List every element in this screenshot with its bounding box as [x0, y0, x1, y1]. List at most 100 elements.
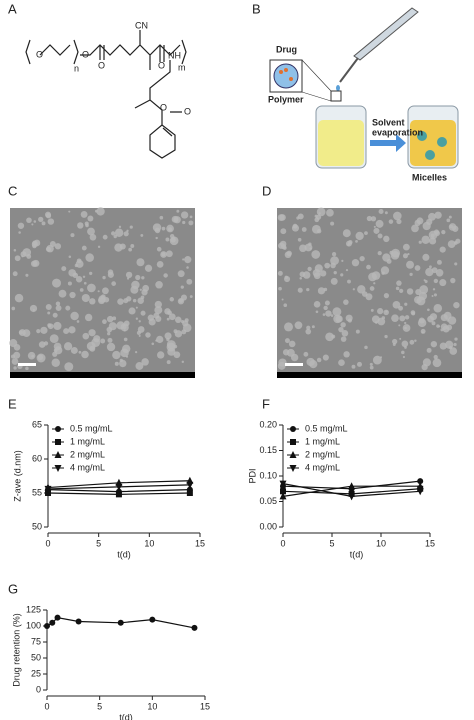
- particle: [407, 253, 410, 256]
- particle: [306, 325, 311, 330]
- particle: [355, 329, 360, 334]
- particle: [31, 223, 34, 226]
- particle: [117, 298, 124, 305]
- particle: [166, 337, 170, 342]
- particle: [129, 225, 133, 229]
- particle: [32, 243, 37, 249]
- atom: CN: [135, 20, 148, 30]
- particle: [372, 355, 382, 365]
- particle: [410, 310, 416, 315]
- particle: [352, 288, 355, 291]
- x-tick-label: 15: [425, 538, 435, 548]
- particle: [126, 229, 129, 233]
- particle: [45, 303, 52, 311]
- particle: [359, 255, 365, 262]
- particle: [173, 216, 181, 224]
- particle: [282, 246, 287, 250]
- particle: [338, 326, 344, 333]
- scale-bar: [285, 363, 303, 366]
- particle: [43, 341, 49, 346]
- y-tick-label: 0.10: [259, 470, 277, 480]
- particle: [351, 364, 356, 369]
- particle: [89, 233, 97, 241]
- particle: [101, 287, 109, 295]
- marker: [45, 490, 51, 496]
- particle: [156, 246, 162, 252]
- x-tick-label: 10: [376, 538, 386, 548]
- x-tick-label: 15: [195, 538, 205, 548]
- particle: [89, 298, 96, 305]
- particle: [401, 350, 405, 355]
- y-tick-label: 0.05: [259, 496, 277, 506]
- particle: [433, 278, 439, 284]
- particle: [155, 236, 158, 240]
- particle: [114, 228, 124, 237]
- particle: [385, 310, 388, 313]
- atom: O: [184, 106, 191, 116]
- particle: [320, 270, 327, 277]
- particle: [345, 268, 349, 272]
- particle: [152, 223, 162, 232]
- particle: [188, 220, 194, 226]
- particle: [38, 341, 46, 348]
- particle: [18, 330, 24, 335]
- panel-label: G: [8, 581, 18, 596]
- particle: [402, 243, 410, 251]
- particle: [80, 210, 88, 218]
- particle: [128, 307, 136, 315]
- particle: [11, 358, 19, 365]
- particle: [438, 325, 441, 328]
- particle: [286, 250, 292, 257]
- particle: [377, 308, 384, 315]
- particle: [391, 314, 399, 323]
- particle: [292, 223, 298, 229]
- particle: [161, 226, 166, 231]
- particle: [89, 271, 93, 276]
- particle: [96, 207, 105, 216]
- particle: [112, 350, 121, 360]
- particle: [77, 222, 84, 229]
- particle: [89, 345, 96, 352]
- particle: [58, 289, 67, 298]
- particle: [414, 339, 417, 343]
- particle: [40, 326, 48, 334]
- particle: [36, 353, 46, 363]
- particle: [322, 354, 329, 361]
- particle: [84, 221, 89, 226]
- particle: [348, 240, 353, 245]
- particle: [388, 219, 394, 224]
- marker: [54, 451, 62, 458]
- particle: [299, 271, 306, 278]
- particle: [118, 225, 122, 228]
- particle: [452, 225, 459, 232]
- y-tick-label: 0.15: [259, 445, 277, 455]
- particle: [154, 300, 162, 309]
- particle: [416, 296, 426, 306]
- particle: [147, 314, 155, 321]
- particle: [366, 215, 372, 222]
- particle: [425, 267, 434, 277]
- particle: [439, 279, 447, 287]
- particle: [137, 326, 145, 333]
- particle: [70, 233, 75, 238]
- particle: [82, 275, 86, 279]
- particle: [316, 357, 322, 363]
- marker: [289, 465, 297, 472]
- particle: [340, 336, 347, 342]
- particle: [306, 357, 315, 367]
- atom: O: [98, 60, 105, 70]
- tem-images: [9, 207, 462, 378]
- marker: [115, 483, 123, 491]
- particle: [47, 311, 51, 315]
- particle: [182, 323, 192, 333]
- particle: [55, 305, 62, 311]
- particle: [81, 245, 87, 251]
- particle: [402, 355, 406, 359]
- particle: [79, 288, 84, 292]
- particle: [445, 340, 454, 349]
- particle: [184, 318, 189, 323]
- particle: [345, 314, 353, 322]
- particle: [74, 263, 79, 268]
- particle: [81, 293, 90, 303]
